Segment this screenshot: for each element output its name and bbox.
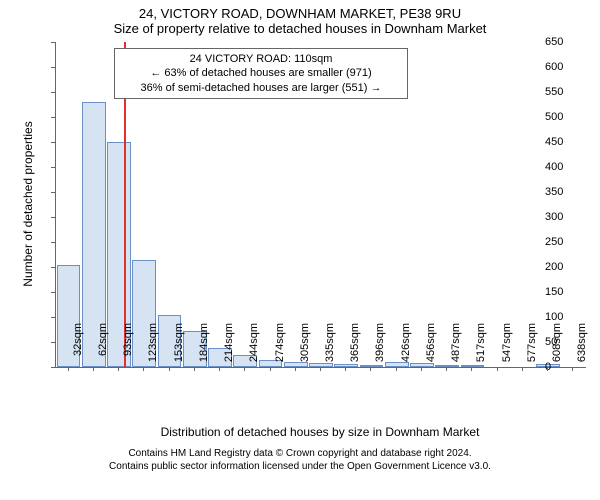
xtick-mark [320,367,321,371]
ytick-label: 350 [545,186,596,198]
ytick-label: 150 [545,286,596,298]
y-axis-title: Number of detached properties [21,104,35,304]
annotation-line-2: ← 63% of detached houses are smaller (97… [121,66,401,80]
chart-title-main: 24, VICTORY ROAD, DOWNHAM MARKET, PE38 9… [0,0,600,21]
xtick-label: 608sqm [551,323,563,373]
ytick-mark [51,117,55,118]
chart-container: 24, VICTORY ROAD, DOWNHAM MARKET, PE38 9… [0,0,600,500]
xtick-mark [421,367,422,371]
xtick-label: 184sqm [198,323,210,373]
footer-line-1: Contains HM Land Registry data © Crown c… [0,447,600,460]
xtick-label: 577sqm [526,323,538,373]
ytick-mark [51,67,55,68]
xtick-mark [370,367,371,371]
ytick-mark [51,167,55,168]
ytick-label: 450 [545,136,596,148]
ytick-mark [51,317,55,318]
ytick-mark [51,242,55,243]
xtick-mark [547,367,548,371]
xtick-label: 487sqm [450,323,462,373]
xtick-label: 93sqm [122,323,134,373]
ytick-label: 550 [545,86,596,98]
xtick-mark [497,367,498,371]
annotation-line-1: 24 VICTORY ROAD: 110sqm [121,52,401,66]
annotation-box: 24 VICTORY ROAD: 110sqm ← 63% of detache… [114,48,408,99]
ytick-mark [51,192,55,193]
xtick-mark [194,367,195,371]
xtick-mark [244,367,245,371]
xtick-label: 244sqm [248,323,260,373]
xtick-label: 32sqm [72,323,84,373]
xtick-mark [143,367,144,371]
ytick-mark [51,217,55,218]
ytick-label: 250 [545,236,596,248]
xtick-label: 456sqm [425,323,437,373]
xtick-label: 396sqm [374,323,386,373]
ytick-label: 650 [545,36,596,48]
xtick-mark [345,367,346,371]
xtick-label: 62sqm [97,323,109,373]
xtick-label: 517sqm [475,323,487,373]
xtick-label: 153sqm [173,323,185,373]
ytick-mark [51,42,55,43]
xtick-mark [68,367,69,371]
xtick-label: 123sqm [147,323,159,373]
chart-footer: Contains HM Land Registry data © Crown c… [0,447,600,473]
ytick-label: 500 [545,111,596,123]
xtick-mark [118,367,119,371]
xtick-label: 335sqm [324,323,336,373]
xtick-label: 214sqm [223,323,235,373]
x-axis-title: Distribution of detached houses by size … [55,425,585,439]
ytick-label: 200 [545,261,596,273]
ytick-label: 400 [545,161,596,173]
ytick-label: 100 [545,311,596,323]
xtick-mark [446,367,447,371]
ytick-mark [51,142,55,143]
ytick-label: 300 [545,211,596,223]
xtick-mark [572,367,573,371]
xtick-mark [471,367,472,371]
xtick-mark [219,367,220,371]
ytick-mark [51,342,55,343]
xtick-mark [522,367,523,371]
xtick-mark [169,367,170,371]
xtick-mark [270,367,271,371]
xtick-mark [396,367,397,371]
xtick-label: 638sqm [576,323,588,373]
ytick-mark [51,267,55,268]
ytick-label: 600 [545,61,596,73]
xtick-label: 305sqm [299,323,311,373]
ytick-mark [51,92,55,93]
xtick-label: 426sqm [400,323,412,373]
xtick-label: 274sqm [274,323,286,373]
xtick-label: 365sqm [349,323,361,373]
annotation-line-3: 36% of semi-detached houses are larger (… [121,81,401,95]
ytick-mark [51,367,55,368]
xtick-mark [93,367,94,371]
footer-line-2: Contains public sector information licen… [0,460,600,473]
xtick-label: 547sqm [501,323,513,373]
ytick-mark [51,292,55,293]
xtick-mark [295,367,296,371]
chart-title-sub: Size of property relative to detached ho… [0,21,600,36]
